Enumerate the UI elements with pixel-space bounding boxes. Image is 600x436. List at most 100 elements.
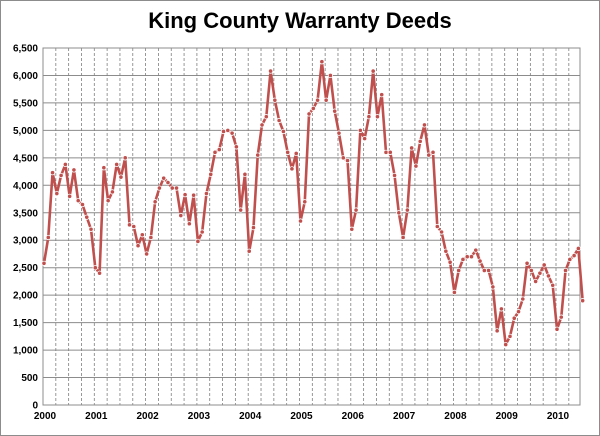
data-point <box>515 309 522 315</box>
data-point <box>404 207 410 213</box>
x-tick-label: 2004 <box>239 411 262 422</box>
data-point <box>541 262 547 268</box>
data-point <box>225 127 231 133</box>
data-point <box>362 136 368 142</box>
data-point <box>490 284 496 290</box>
y-tick-label: 6,000 <box>13 71 38 82</box>
data-point <box>169 185 175 191</box>
plot-area <box>43 48 580 405</box>
data-point <box>366 114 372 120</box>
data-point <box>400 234 406 241</box>
data-point <box>297 218 304 224</box>
data-point <box>464 254 470 260</box>
data-point <box>92 265 98 271</box>
x-tick-label: 2008 <box>444 411 467 422</box>
data-point <box>507 333 513 339</box>
data-point <box>139 232 145 238</box>
data-point <box>195 238 201 244</box>
data-point <box>71 167 77 173</box>
data-point <box>562 267 569 274</box>
data-point <box>238 207 244 213</box>
data-point <box>314 97 321 103</box>
data-point <box>45 234 51 241</box>
data-point <box>54 190 60 197</box>
data-point <box>511 315 517 321</box>
data-point <box>208 171 214 177</box>
y-tick-label: 2,000 <box>13 291 38 302</box>
data-point <box>438 229 445 235</box>
data-point <box>49 170 56 176</box>
data-point <box>276 117 282 124</box>
data-point <box>182 192 188 198</box>
data-point <box>250 224 257 231</box>
data-point <box>229 130 235 136</box>
data-point <box>242 171 248 177</box>
data-point <box>165 179 171 186</box>
data-point <box>161 175 167 181</box>
data-point <box>332 108 338 114</box>
data-point <box>396 210 402 216</box>
data-point <box>319 59 325 65</box>
data-point <box>426 152 432 158</box>
data-point <box>456 267 462 274</box>
data-point <box>387 149 393 155</box>
data-point <box>485 267 492 274</box>
data-point <box>533 278 539 285</box>
data-point <box>126 222 133 228</box>
data-point <box>430 149 436 155</box>
data-point <box>272 97 278 103</box>
x-tick-label: 2003 <box>188 411 211 422</box>
data-point <box>473 247 479 253</box>
data-point <box>306 111 312 117</box>
data-point <box>340 155 346 161</box>
x-tick-label: 2002 <box>136 411 159 422</box>
data-point <box>114 161 120 168</box>
y-tick-label: 2,500 <box>13 263 38 274</box>
data-point <box>494 328 500 334</box>
data-point <box>468 254 475 260</box>
x-tick-label: 2009 <box>496 411 519 422</box>
data-point <box>391 172 398 179</box>
data-point <box>62 161 68 168</box>
data-point <box>575 245 581 252</box>
data-point <box>567 256 573 263</box>
data-point <box>447 259 453 265</box>
chart-title: King County Warranty Deeds <box>148 8 452 33</box>
data-point <box>79 201 86 208</box>
data-point <box>84 214 90 220</box>
data-point <box>558 314 564 320</box>
data-point <box>374 114 381 120</box>
data-point <box>293 150 299 157</box>
data-point <box>353 207 359 213</box>
y-tick-label: 6,500 <box>13 44 38 55</box>
data-point <box>528 267 534 274</box>
data-point <box>336 130 342 136</box>
y-tick-label: 4,500 <box>13 153 38 164</box>
data-point <box>41 260 47 266</box>
data-point <box>323 97 329 103</box>
data-point <box>571 253 577 259</box>
data-point <box>460 256 466 263</box>
y-tick-label: 1,500 <box>13 318 38 329</box>
data-point <box>550 282 556 288</box>
data-point <box>413 163 419 169</box>
data-point <box>118 174 124 180</box>
y-tick-label: 0 <box>32 401 38 412</box>
data-point <box>144 251 150 257</box>
data-point <box>156 185 163 191</box>
data-point <box>135 243 141 249</box>
y-tick-label: 3,500 <box>13 208 38 219</box>
data-point <box>212 149 218 155</box>
data-point <box>327 72 334 79</box>
data-point <box>203 190 210 197</box>
data-point <box>67 193 73 199</box>
x-tick-label: 2006 <box>342 411 365 422</box>
data-point <box>173 185 180 191</box>
data-point <box>498 306 505 312</box>
data-point <box>259 122 265 128</box>
data-point <box>302 199 308 205</box>
y-tick-label: 500 <box>21 373 38 384</box>
data-point <box>152 199 158 205</box>
data-point <box>545 273 552 279</box>
